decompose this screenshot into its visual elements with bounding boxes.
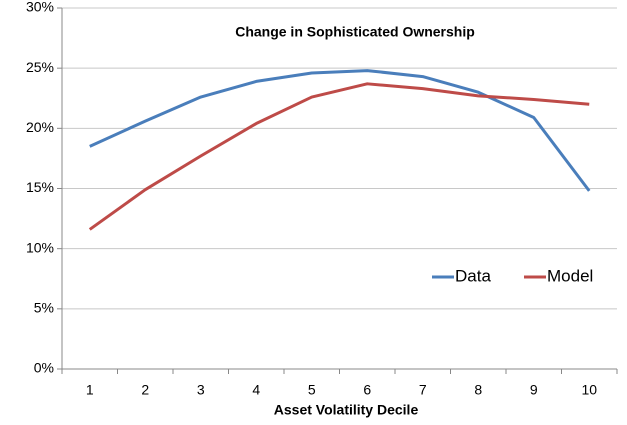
data-line xyxy=(89,69,591,192)
data-line xyxy=(88,82,590,231)
y-tick-label: 25% xyxy=(26,59,54,75)
y-tick-label: 20% xyxy=(26,119,54,135)
x-tick-label: 3 xyxy=(197,382,205,398)
x-tick-label: 5 xyxy=(308,382,316,398)
x-tick-label: 10 xyxy=(581,382,597,398)
y-tick-label: 10% xyxy=(26,239,54,255)
chart-title: Change in Sophisticated Ownership xyxy=(235,24,475,40)
x-tick-label: 8 xyxy=(474,382,482,398)
x-tick-label: 7 xyxy=(419,382,427,398)
y-tick-label: 30% xyxy=(26,0,54,15)
x-tick-label: 2 xyxy=(141,382,149,398)
legend-label: Data xyxy=(455,266,491,285)
y-tick-label: 15% xyxy=(26,179,54,195)
x-tick-label: 4 xyxy=(252,382,260,398)
y-tick-label: 5% xyxy=(34,300,54,316)
x-axis-label: Asset Volatility Decile xyxy=(274,402,419,418)
x-tick-label: 1 xyxy=(86,382,94,398)
x-tick-label: 6 xyxy=(363,382,371,398)
legend-label: Model xyxy=(547,266,593,285)
y-tick-label: 0% xyxy=(34,360,54,376)
x-tick-label: 9 xyxy=(530,382,538,398)
